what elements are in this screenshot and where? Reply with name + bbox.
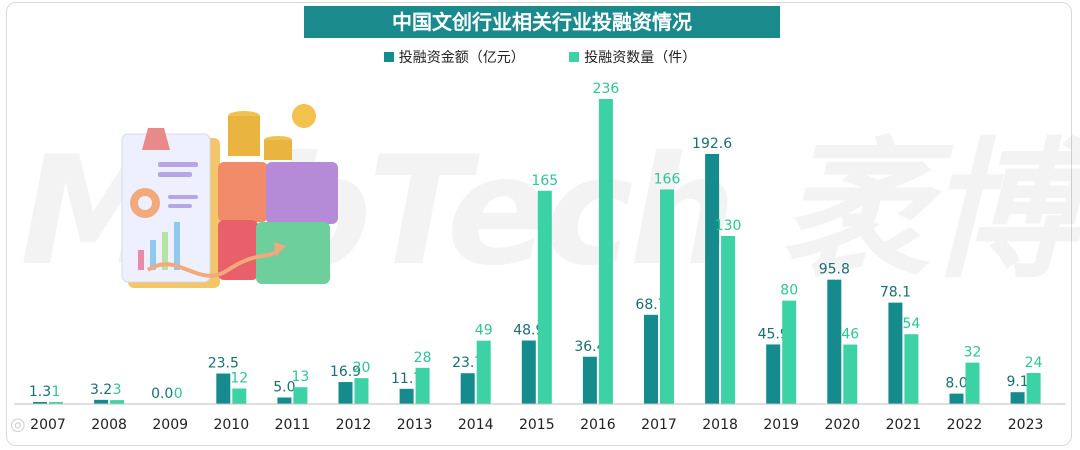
data-label-count: 12 — [230, 370, 248, 386]
x-tick-label: 2019 — [763, 417, 799, 433]
data-label-count: 236 — [593, 81, 620, 97]
bar-amount — [216, 373, 231, 404]
bar-count — [49, 402, 63, 404]
data-label-amount: 23.7 — [452, 355, 483, 371]
data-label-count: 54 — [902, 316, 920, 332]
bar-count — [598, 99, 613, 404]
legend-item-count: 投融资数量（件） — [569, 47, 696, 67]
x-tick-label: 2018 — [702, 417, 738, 433]
x-tick-label: 2008 — [91, 417, 127, 433]
x-tick-label: 2010 — [213, 417, 249, 433]
data-label-amount: 78.1 — [880, 285, 911, 301]
bar-amount — [33, 402, 47, 404]
data-label-amount: 23.5 — [208, 355, 239, 371]
bar-count — [1026, 372, 1041, 404]
data-label-amount: 9.1 — [1006, 374, 1028, 390]
x-tick-label: 2020 — [824, 417, 860, 433]
data-label-amount: 8.0 — [945, 376, 967, 392]
x-tick-label: 2023 — [1008, 417, 1044, 433]
bar-count — [965, 362, 980, 404]
x-tick-label: 2022 — [947, 417, 983, 433]
bar-count — [660, 189, 674, 404]
legend-swatch-amount — [383, 52, 394, 62]
data-label-amount: 3.2 — [90, 382, 112, 398]
x-tick-label: 2009 — [152, 417, 188, 433]
data-label-count: 3 — [113, 382, 122, 398]
bar-count — [354, 378, 369, 404]
bar-count — [843, 344, 858, 404]
bar-amount — [1010, 392, 1025, 404]
bar-amount — [582, 356, 597, 404]
legend-swatch-count — [569, 52, 580, 62]
legend-item-amount: 投融资金额（亿元） — [383, 47, 525, 67]
bar-amount — [338, 382, 353, 404]
bar-amount — [277, 397, 292, 404]
x-tick-label: 2016 — [580, 417, 616, 433]
data-label-count: 46 — [841, 327, 859, 343]
bar-count — [721, 235, 736, 404]
x-tick-label: 2007 — [30, 417, 66, 433]
bar-amount — [94, 399, 109, 404]
data-label-count: 130 — [715, 218, 742, 234]
x-tick-label: 2012 — [336, 417, 372, 433]
data-label-amount: 5.0 — [273, 380, 295, 396]
data-label-count: 49 — [475, 323, 493, 339]
chart-title: 中国文创行业相关行业投融资情况 — [304, 6, 780, 38]
bar-count — [537, 190, 552, 404]
data-label-amount: 68.7 — [635, 297, 666, 313]
data-label-amount: 16.9 — [330, 364, 361, 380]
bar-amount — [766, 344, 781, 404]
data-label-count: 166 — [654, 171, 681, 187]
bar-amount — [399, 388, 414, 404]
data-label-amount: 11.7 — [391, 371, 422, 387]
data-label-amount: 48.9 — [513, 323, 544, 339]
x-tick-label: 2011 — [275, 417, 311, 433]
bar-count — [110, 400, 125, 404]
bar-amount — [827, 279, 842, 404]
bar-count — [782, 300, 797, 404]
bar-amount — [949, 393, 964, 404]
x-tick-label: 2015 — [519, 417, 555, 433]
data-label-count: 80 — [780, 283, 798, 299]
data-label-amount: 45.9 — [758, 326, 789, 342]
bar-count — [232, 388, 247, 404]
x-tick-label: 2021 — [886, 417, 922, 433]
data-label-amount: 95.8 — [819, 262, 850, 278]
data-label-count: 32 — [964, 345, 982, 361]
bar-amount — [644, 314, 658, 404]
data-label-count: 20 — [353, 360, 371, 376]
data-label-count: 13 — [291, 369, 309, 385]
bar-count — [904, 334, 919, 404]
x-tick-label: 2013 — [397, 417, 433, 433]
data-label-count: 24 — [1025, 355, 1043, 371]
data-label-amount: 36.4 — [574, 339, 605, 355]
bar-amount — [705, 154, 720, 404]
x-tick-label: 2017 — [641, 417, 677, 433]
corner-logo-icon: ◎ — [10, 414, 26, 435]
data-label-count: 28 — [414, 350, 432, 366]
x-tick-label: 2014 — [458, 417, 494, 433]
legend-label-count: 投融资数量（件） — [584, 50, 697, 66]
bar-count — [293, 387, 308, 404]
data-label-amount: 0.0 — [151, 386, 173, 402]
bar-count — [415, 367, 430, 404]
chart-legend: 投融资金额（亿元） 投融资数量（件） — [0, 47, 1080, 67]
data-label-count: 0 — [174, 386, 183, 402]
data-label-count: 165 — [531, 173, 558, 189]
bar-count — [476, 340, 491, 404]
bar-amount — [888, 302, 903, 404]
data-label-amount: 1.3 — [29, 384, 51, 400]
bar-amount — [460, 373, 475, 404]
bar-amount — [521, 340, 536, 404]
legend-label-amount: 投融资金额（亿元） — [398, 50, 525, 66]
business-illustration — [121, 104, 338, 288]
data-label-amount: 192.6 — [692, 136, 732, 152]
data-label-count: 1 — [52, 384, 61, 400]
